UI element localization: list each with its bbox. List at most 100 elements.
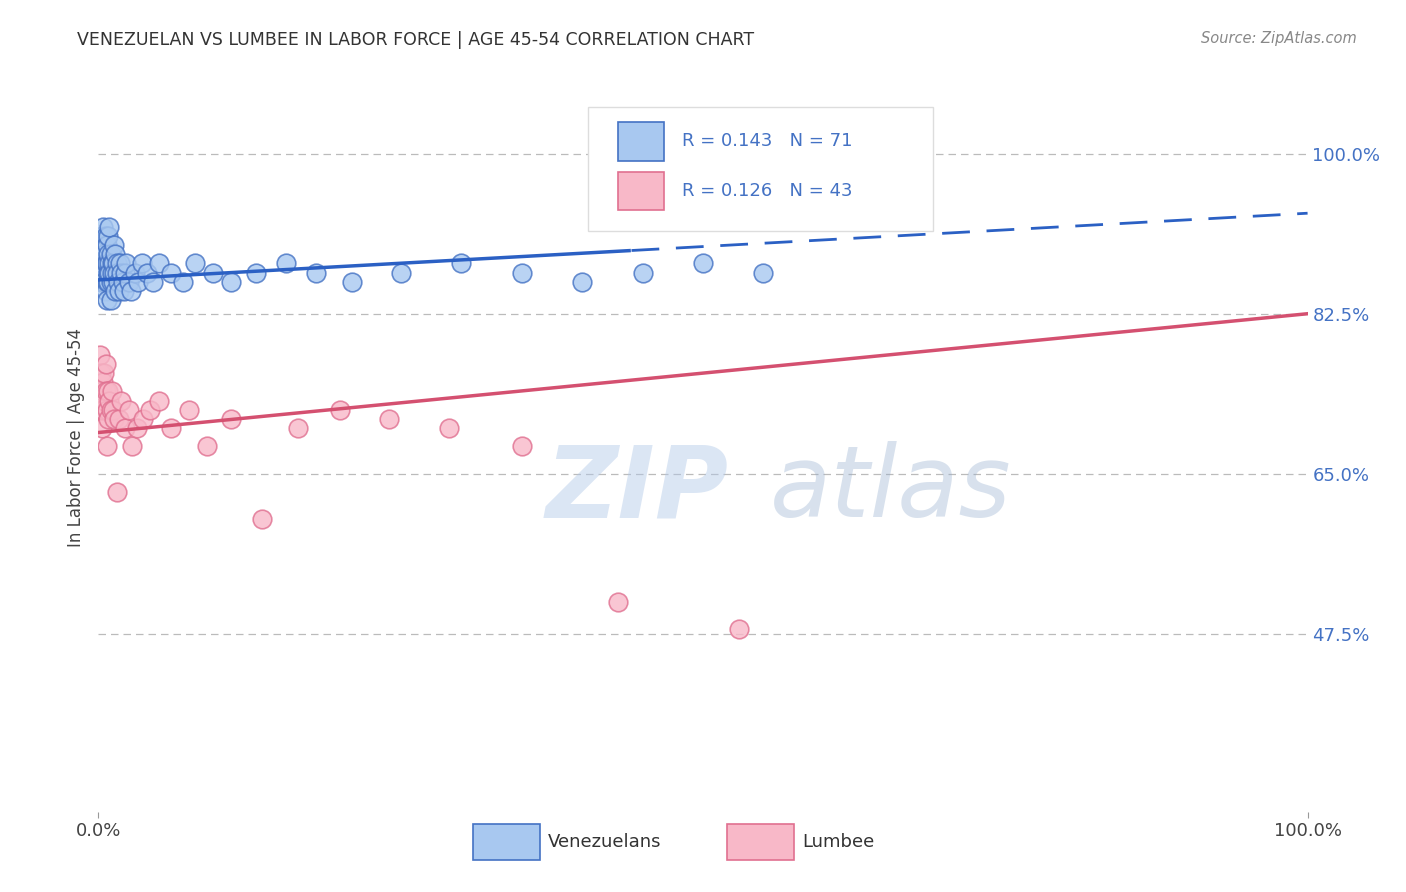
Text: Lumbee: Lumbee [803, 833, 875, 852]
FancyBboxPatch shape [474, 824, 540, 861]
Point [100, 384, 122, 399]
Point [103, 266, 125, 280]
Point [765, 146, 787, 161]
FancyBboxPatch shape [588, 107, 932, 231]
Point [179, 402, 201, 417]
Point [96, 256, 118, 270]
Point [96, 275, 118, 289]
Point [93, 275, 115, 289]
Point [105, 256, 128, 270]
Point [112, 284, 135, 298]
Point [100, 256, 122, 270]
Point [91, 229, 114, 244]
Point [100, 247, 122, 261]
Point [148, 393, 170, 408]
Point [101, 275, 124, 289]
FancyBboxPatch shape [619, 121, 664, 161]
Point [114, 266, 136, 280]
Point [121, 439, 143, 453]
Point [148, 256, 170, 270]
Point [98, 256, 121, 270]
Point [692, 256, 714, 270]
Point [274, 256, 297, 270]
Point [114, 421, 136, 435]
Point [105, 266, 128, 280]
Point [287, 421, 309, 435]
Point [94, 284, 117, 298]
Point [89, 348, 111, 362]
Point [94, 256, 117, 270]
Point [91, 219, 114, 234]
Point [100, 275, 122, 289]
Point [110, 393, 132, 408]
Point [108, 412, 131, 426]
Point [104, 247, 127, 261]
Point [142, 275, 165, 289]
Point [118, 402, 141, 417]
Point [91, 256, 114, 270]
Point [110, 266, 132, 280]
Text: ZIP: ZIP [546, 441, 728, 538]
Point [510, 439, 533, 453]
Point [89, 256, 111, 270]
Point [91, 266, 114, 280]
Point [510, 266, 533, 280]
Point [100, 266, 122, 280]
Point [98, 393, 121, 408]
Point [195, 439, 218, 453]
Point [131, 256, 153, 270]
Point [115, 256, 138, 270]
Point [94, 357, 117, 371]
Text: VENEZUELAN VS LUMBEE IN LABOR FORCE | AGE 45-54 CORRELATION CHART: VENEZUELAN VS LUMBEE IN LABOR FORCE | AG… [77, 31, 755, 49]
Point [93, 266, 115, 280]
FancyBboxPatch shape [619, 171, 664, 211]
Point [124, 266, 146, 280]
Point [97, 247, 120, 261]
Point [752, 266, 775, 280]
Point [103, 412, 125, 426]
Point [728, 622, 751, 636]
Text: atlas: atlas [769, 441, 1011, 538]
Point [105, 484, 128, 499]
Point [90, 238, 112, 252]
Point [90, 366, 112, 380]
Point [96, 402, 118, 417]
Point [111, 275, 134, 289]
Point [221, 275, 243, 289]
Text: Venezuelans: Venezuelans [548, 833, 662, 852]
Point [389, 266, 412, 280]
Point [97, 384, 120, 399]
Point [221, 412, 243, 426]
Point [107, 275, 129, 289]
Point [94, 229, 117, 244]
Point [160, 266, 183, 280]
Point [571, 275, 593, 289]
Point [91, 384, 114, 399]
Point [91, 247, 114, 261]
Point [100, 402, 122, 417]
FancyBboxPatch shape [727, 824, 794, 861]
Y-axis label: In Labor Force | Age 45-54: In Labor Force | Age 45-54 [67, 327, 86, 547]
Point [97, 266, 120, 280]
Point [172, 275, 194, 289]
Point [91, 238, 114, 252]
Point [98, 266, 121, 280]
Point [96, 439, 118, 453]
Point [437, 421, 460, 435]
Point [93, 366, 115, 380]
Point [98, 219, 121, 234]
Point [96, 293, 118, 307]
Point [104, 284, 127, 298]
Point [250, 512, 273, 526]
Point [103, 238, 125, 252]
Point [118, 275, 141, 289]
Point [245, 266, 267, 280]
Point [377, 412, 399, 426]
Point [91, 402, 114, 417]
Point [127, 421, 149, 435]
Point [127, 275, 149, 289]
Text: R = 0.143   N = 71: R = 0.143 N = 71 [682, 132, 853, 150]
Point [97, 275, 120, 289]
Point [135, 266, 157, 280]
Point [101, 402, 124, 417]
